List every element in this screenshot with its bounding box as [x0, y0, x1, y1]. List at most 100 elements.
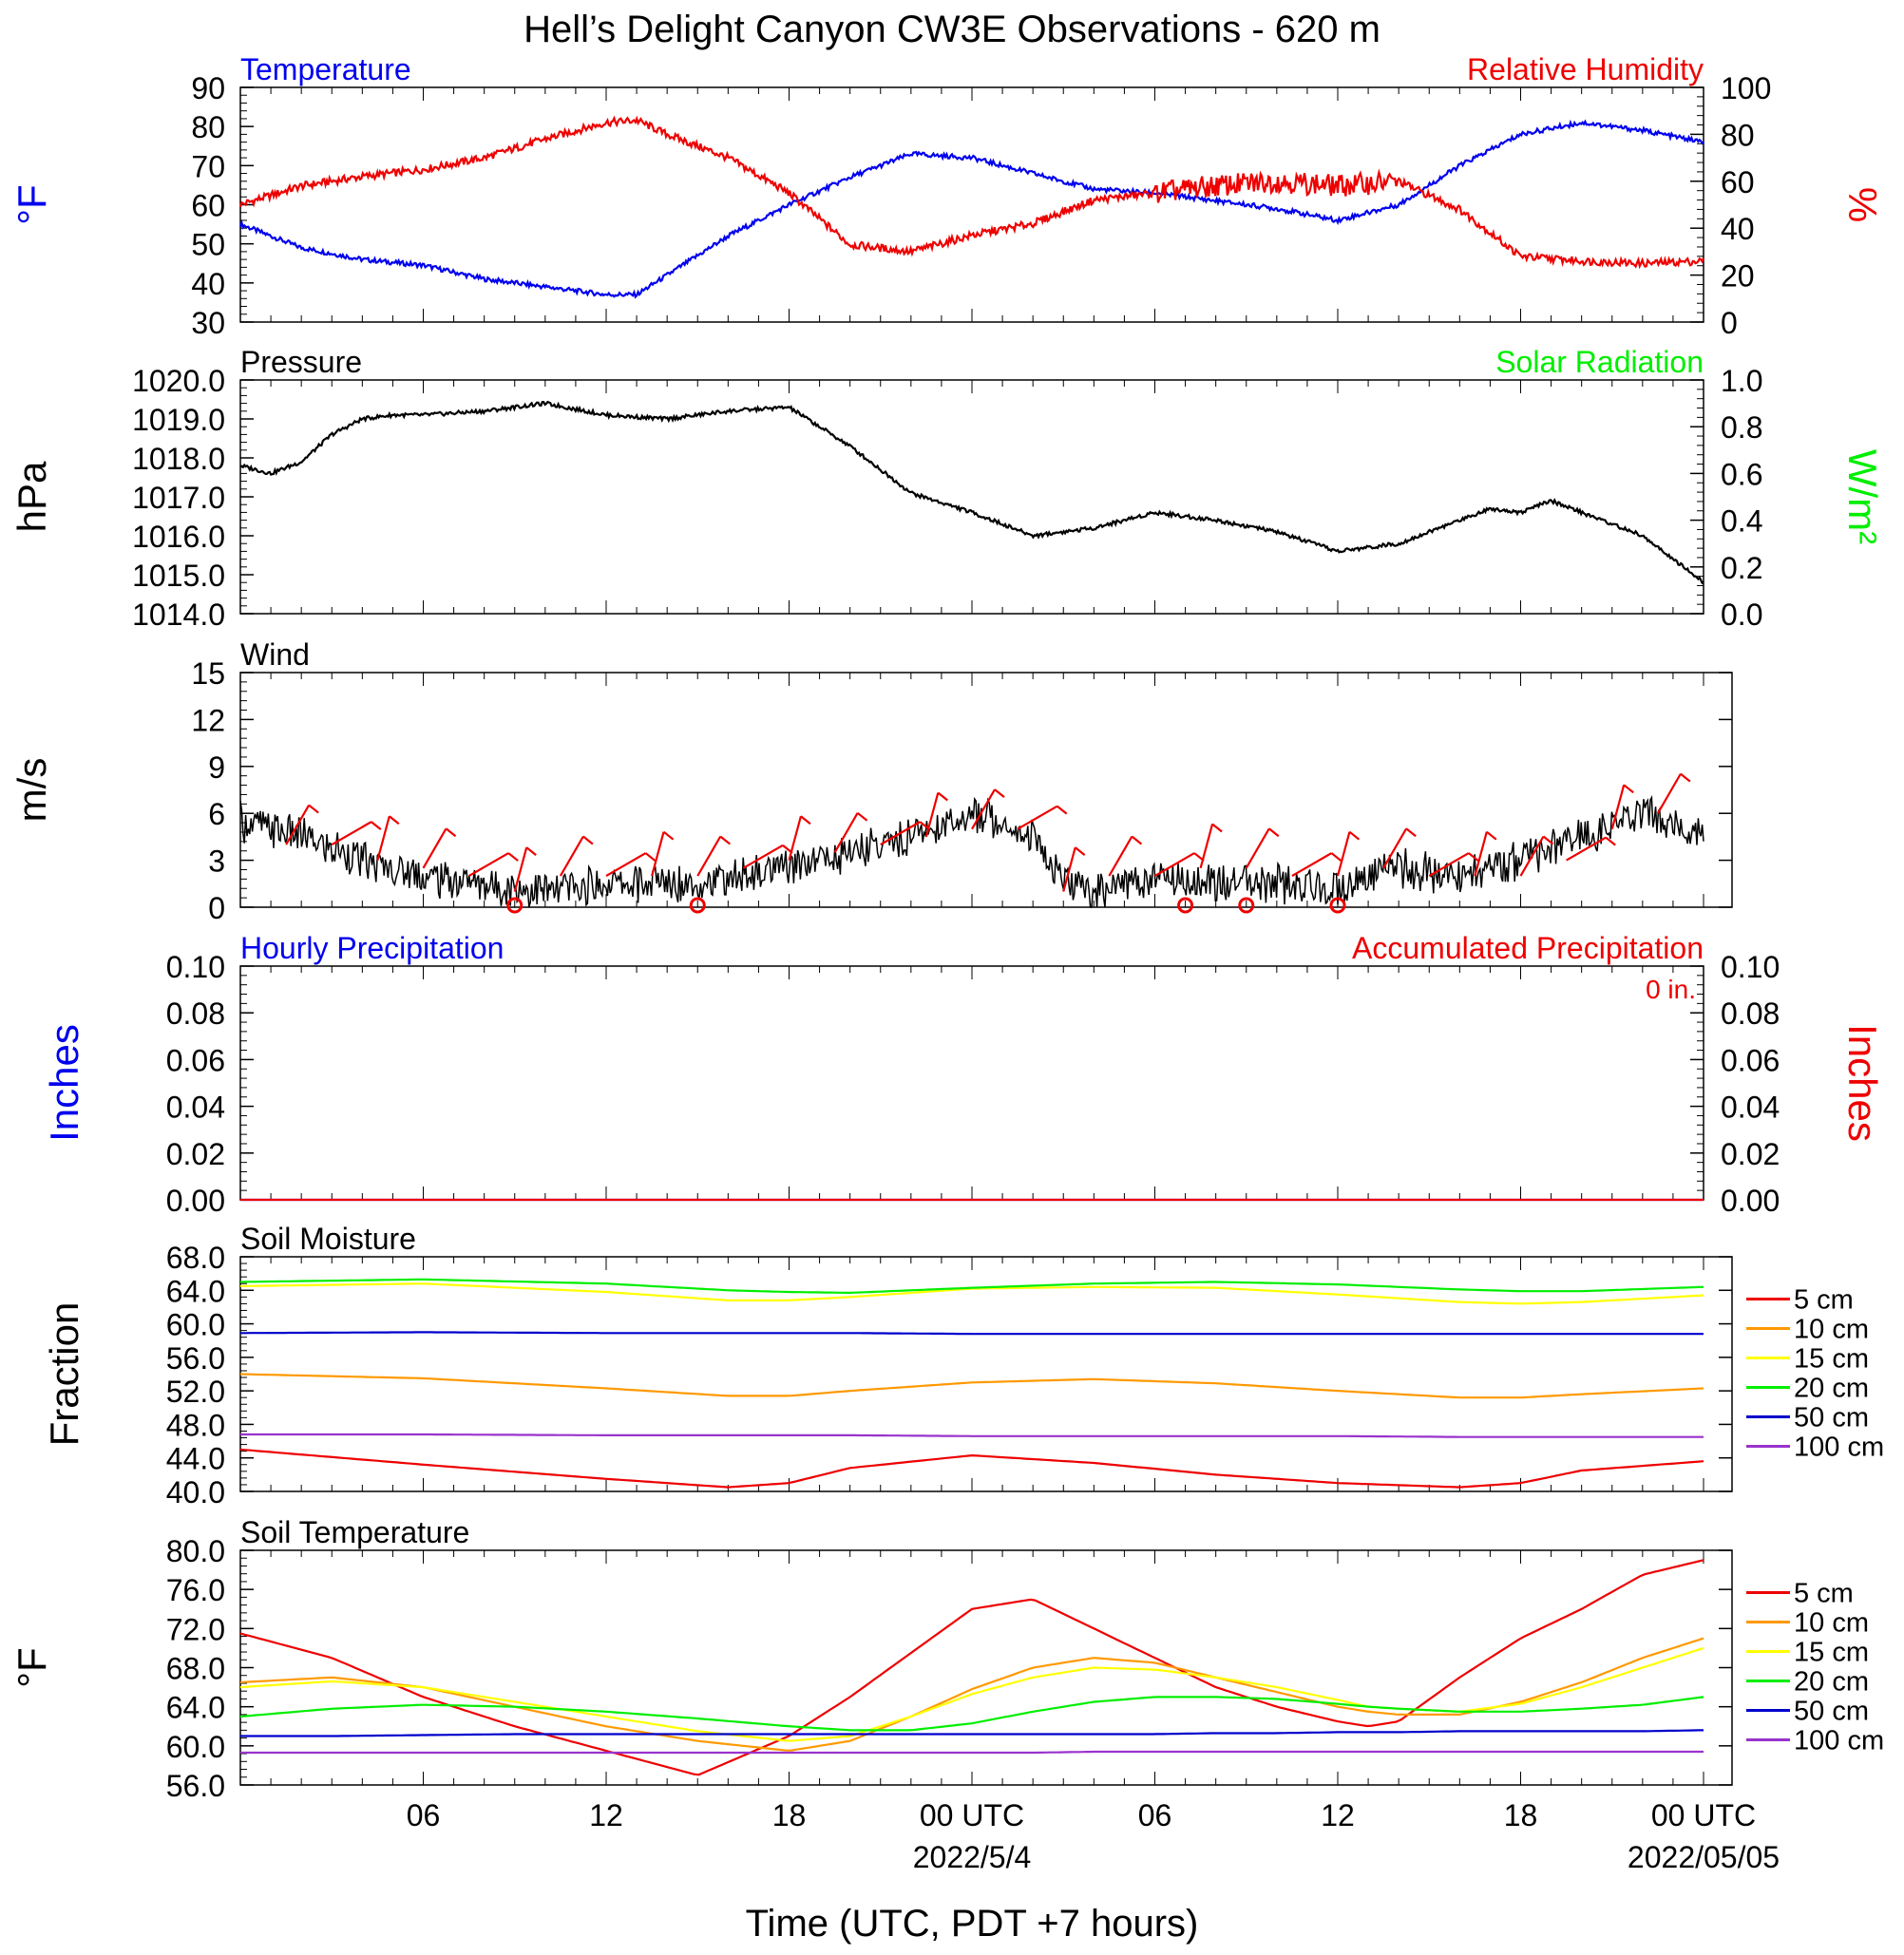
wind-barb-flag — [856, 811, 868, 822]
figure-title: Hell’s Delight Canyon CW3E Observations … — [524, 9, 1380, 50]
panel-title-right: Relative Humidity — [1467, 52, 1704, 86]
y-axis-label: °F — [10, 1647, 54, 1687]
wind-barb-flag — [719, 835, 731, 845]
legend-label: 20 cm — [1794, 1373, 1869, 1403]
y-tick-label: 72.0 — [166, 1612, 225, 1646]
y-tick-label: 15 — [191, 656, 225, 691]
wind-barb-flag — [507, 852, 519, 862]
y-tick-label-right: 80 — [1721, 118, 1755, 152]
wind-barb-flag — [389, 815, 400, 826]
wind-barb-flag — [582, 835, 594, 845]
time-tick-label: 06 — [407, 1798, 441, 1832]
calm-wind-marker — [506, 897, 524, 914]
wind-barb — [513, 846, 528, 892]
wind-barb-flag — [1348, 830, 1361, 841]
y-tick-label-right: 0.08 — [1721, 996, 1780, 1031]
y-tick-label: 70 — [191, 149, 225, 183]
calm-wind-marker — [689, 897, 706, 914]
y-tick-label: 3 — [208, 845, 225, 879]
series-line-20-cm — [239, 1696, 1704, 1732]
wind-barb-flag — [1542, 835, 1554, 845]
y-tick-label: 30 — [191, 306, 225, 340]
wind-barb-flag — [445, 827, 457, 838]
wind-barb-flag — [1468, 852, 1479, 862]
y-axis-label: hPa — [10, 461, 54, 532]
wind-barb-flag — [1057, 805, 1068, 815]
wind-barb — [1610, 785, 1626, 829]
y-tick-label: 1014.0 — [132, 598, 225, 632]
wind-barb — [742, 844, 784, 869]
accumulated-annotation: 0 in. — [1646, 975, 1696, 1004]
panel-title-right: Solar Radiation — [1495, 345, 1704, 379]
wind-barb-flag — [1486, 830, 1497, 841]
wind-barb-flag — [1680, 772, 1691, 783]
wind-barb-flag — [1131, 835, 1143, 845]
wind-barb — [468, 852, 509, 878]
y-axis-label: Fraction — [42, 1302, 86, 1447]
y-tick-label: 56.0 — [166, 1769, 225, 1803]
y-axis-label: °F — [10, 184, 54, 224]
wind-barb — [924, 792, 940, 838]
y-tick-label: 68.0 — [166, 1652, 225, 1686]
series-line-10-cm — [239, 1637, 1704, 1752]
wind-barb — [1291, 852, 1332, 878]
panel-wind: Wind 15 12 9 6 3 0 m/s — [10, 637, 1733, 925]
panel-title-right: Accumulated Precipitation — [1352, 931, 1704, 965]
time-tick-label: 00 UTC — [920, 1798, 1024, 1832]
wind-barb — [285, 805, 311, 845]
legend-label: 10 cm — [1794, 1314, 1869, 1344]
y-tick-label: 1015.0 — [132, 559, 225, 593]
panel-temperature_humidity: Temperature Relative Humidity 90 80 70 60 50 40… — [10, 52, 1885, 340]
wind-barb — [1108, 835, 1133, 877]
wind-barb — [971, 788, 996, 830]
wind-barb — [331, 821, 372, 846]
series-line-50-cm — [240, 1729, 1704, 1737]
y-tick-label: 44.0 — [166, 1442, 225, 1476]
series-line-relative-humidity — [238, 115, 1705, 270]
y-tick-label: 76.0 — [166, 1573, 225, 1607]
series-line-10-cm — [239, 1373, 1704, 1399]
y-tick-label: 12 — [191, 703, 225, 737]
legend-label: 50 cm — [1794, 1402, 1869, 1433]
date-label: 2022/05/05 — [1628, 1840, 1780, 1874]
y-tick-label: 1017.0 — [132, 481, 225, 515]
wind-barb — [1566, 836, 1607, 862]
y-tick-label-right: 0.04 — [1721, 1091, 1780, 1125]
y-tick-label-right: 60 — [1721, 165, 1755, 199]
y-tick-label: 6 — [208, 797, 225, 831]
time-tick-label: 00 UTC — [1651, 1798, 1756, 1832]
y-axis-label: Inches — [42, 1024, 86, 1142]
legend-label: 5 cm — [1794, 1578, 1854, 1608]
y-axis-label-right: W/m² — [1840, 449, 1885, 544]
panel-title-left: Soil Moisture — [240, 1222, 416, 1256]
legend-label: 20 cm — [1794, 1666, 1869, 1697]
legend-label: 100 cm — [1794, 1725, 1884, 1756]
y-tick-label-right: 0.06 — [1721, 1043, 1780, 1077]
wind-barb — [559, 835, 584, 877]
wind-barb — [1474, 831, 1488, 877]
time-axis: 06 12 18 00 UTC 06 12 18 00 UTC 2022/5/4 2022/05/… — [407, 1798, 1780, 1874]
y-tick-label-right: 20 — [1721, 259, 1755, 294]
y-tick-label-right: 40 — [1721, 212, 1755, 246]
time-tick-label: 12 — [1321, 1798, 1355, 1832]
y-tick-label-right: 0.0 — [1721, 598, 1762, 632]
wind-barb-flag — [994, 788, 1005, 798]
time-tick-label: 18 — [1504, 1798, 1538, 1832]
legend-label: 100 cm — [1794, 1432, 1884, 1462]
time-tick-label: 12 — [589, 1798, 623, 1832]
wind-barb-flag — [1605, 836, 1616, 846]
panel-pressure_solar: Pressure Solar Radiation 1020.0 1019.0 1018.… — [10, 345, 1885, 632]
y-tick-label-right: 100 — [1721, 71, 1771, 105]
y-tick-label: 40.0 — [166, 1475, 225, 1509]
series-line-100-cm — [240, 1750, 1704, 1755]
panel-title-left: Hourly Precipitation — [240, 931, 504, 965]
wind-barb — [376, 815, 390, 861]
y-tick-label-right: 0.4 — [1721, 504, 1762, 539]
y-tick-label: 56.0 — [166, 1341, 225, 1376]
wind-barb — [1199, 824, 1214, 869]
wind-barb-flag — [525, 846, 537, 857]
y-tick-label: 40 — [191, 267, 225, 301]
y-tick-label: 0 — [208, 891, 225, 925]
y-tick-label: 80.0 — [166, 1534, 225, 1568]
